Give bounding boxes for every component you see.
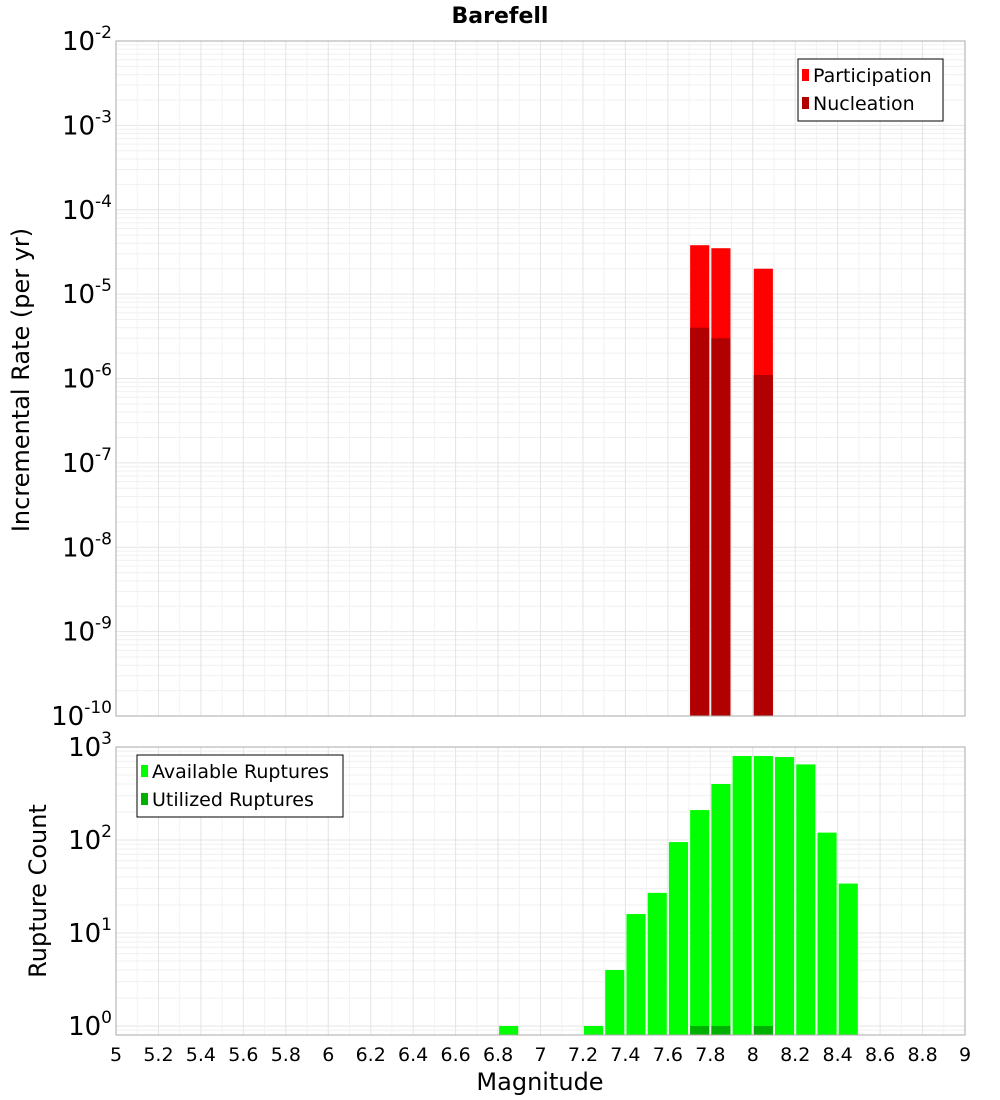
bar-nucleation bbox=[690, 327, 710, 716]
y-tick-label: 10-10 bbox=[51, 698, 112, 732]
x-tick-label: 6.4 bbox=[398, 1044, 428, 1066]
bar-nucleation bbox=[711, 338, 731, 716]
bar-available-ruptures bbox=[584, 1025, 604, 1035]
bottom-y-axis-label: Rupture Count bbox=[24, 804, 52, 978]
legend-swatch bbox=[802, 69, 809, 81]
y-tick-label: 10-5 bbox=[62, 276, 112, 310]
y-tick-label: 100 bbox=[68, 1008, 112, 1042]
bar-utilized-ruptures bbox=[753, 1025, 773, 1035]
bar-available-ruptures bbox=[647, 892, 667, 1035]
legend-label: Participation bbox=[813, 65, 932, 87]
bar-available-ruptures bbox=[817, 832, 837, 1035]
y-tick-label: 10-8 bbox=[62, 529, 112, 563]
y-tick-label: 10-2 bbox=[62, 23, 112, 57]
x-tick-label: 8 bbox=[747, 1044, 759, 1066]
x-ticks: 5 5.2 5.4 5.6 5.8 6 6.2 6.4 6.6 6.8 7 7.2 7.4 7.6 7.8 8… bbox=[110, 1044, 971, 1066]
top-legend: Participation Nucleation bbox=[797, 58, 944, 122]
top-plot-frame bbox=[115, 40, 966, 717]
bar-available-ruptures bbox=[499, 1025, 519, 1035]
bar-available-ruptures bbox=[690, 810, 710, 1035]
y-tick-label: 10-6 bbox=[62, 361, 112, 395]
x-tick-label: 8.8 bbox=[907, 1044, 937, 1066]
x-axis-label: Magnitude bbox=[476, 1068, 603, 1096]
x-tick-label: 8.2 bbox=[780, 1044, 810, 1066]
top-grid bbox=[115, 40, 966, 717]
bar-available-ruptures bbox=[796, 764, 816, 1035]
legend-box bbox=[797, 58, 944, 122]
y-tick-label: 10-9 bbox=[62, 614, 112, 648]
legend-label: Utilized Ruptures bbox=[152, 789, 314, 811]
x-tick-label: 7.4 bbox=[610, 1044, 640, 1066]
bar-utilized-ruptures bbox=[690, 1025, 710, 1035]
y-tick-label: 10-7 bbox=[62, 445, 112, 479]
y-tick-label: 10-3 bbox=[62, 107, 112, 141]
bottom-legend: Available Ruptures Utilized Ruptures bbox=[136, 754, 344, 818]
bar-available-ruptures bbox=[711, 784, 731, 1035]
top-panel: 10-10 10-9 10-8 10-7 10-6 10-5 10-4 10-3 10-2 In… bbox=[7, 23, 966, 732]
legend-label: Nucleation bbox=[813, 93, 915, 115]
y-tick-label: 102 bbox=[68, 822, 112, 856]
x-tick-label: 7 bbox=[534, 1044, 546, 1066]
top-y-axis-label: Incremental Rate (per yr) bbox=[7, 228, 35, 532]
bar-available-ruptures bbox=[753, 756, 773, 1035]
x-tick-label: 5.2 bbox=[143, 1044, 173, 1066]
y-tick-label: 103 bbox=[68, 729, 112, 763]
bottom-y-ticks: 100 101 102 103 bbox=[68, 729, 112, 1042]
x-tick-label: 5.8 bbox=[271, 1044, 301, 1066]
bottom-panel: 100 101 102 103 5 5.2 5.4 5.6 5.8 6 6.2 6.4 6.6 6.8 7… bbox=[24, 729, 971, 1096]
x-tick-label: 8.4 bbox=[823, 1044, 853, 1066]
bottom-bars bbox=[499, 756, 858, 1035]
x-tick-label: 7.8 bbox=[695, 1044, 725, 1066]
x-tick-label: 6.8 bbox=[483, 1044, 513, 1066]
y-tick-label: 101 bbox=[68, 915, 112, 949]
bar-available-ruptures bbox=[668, 842, 689, 1035]
legend-swatch bbox=[802, 97, 809, 109]
chart-title: Barefell bbox=[452, 4, 549, 29]
x-tick-label: 5 bbox=[110, 1044, 122, 1066]
top-bars bbox=[690, 245, 773, 717]
x-tick-label: 5.4 bbox=[186, 1044, 216, 1066]
bottom-plot-frame bbox=[115, 746, 966, 1036]
bar-available-ruptures bbox=[838, 883, 858, 1035]
bar-utilized-ruptures bbox=[711, 1025, 731, 1035]
x-tick-label: 6.2 bbox=[356, 1044, 386, 1066]
bar-nucleation bbox=[753, 375, 773, 716]
legend-label: Available Ruptures bbox=[152, 761, 329, 783]
x-tick-label: 6.6 bbox=[440, 1044, 470, 1066]
bar-available-ruptures bbox=[605, 969, 625, 1035]
x-tick-label: 7.6 bbox=[653, 1044, 683, 1066]
legend-swatch bbox=[141, 765, 148, 777]
x-tick-label: 9 bbox=[959, 1044, 971, 1066]
legend-swatch bbox=[141, 793, 148, 805]
bar-available-ruptures bbox=[775, 757, 795, 1035]
x-tick-label: 8.6 bbox=[865, 1044, 895, 1066]
top-y-ticks: 10-10 10-9 10-8 10-7 10-6 10-5 10-4 10-3 10-2 bbox=[51, 23, 112, 732]
legend-box bbox=[136, 754, 344, 818]
x-tick-label: 5.6 bbox=[228, 1044, 258, 1066]
bar-available-ruptures bbox=[732, 756, 752, 1035]
bar-available-ruptures bbox=[626, 914, 646, 1035]
y-tick-label: 10-4 bbox=[62, 192, 112, 226]
x-tick-label: 7.2 bbox=[568, 1044, 598, 1066]
x-tick-label: 6 bbox=[322, 1044, 334, 1066]
